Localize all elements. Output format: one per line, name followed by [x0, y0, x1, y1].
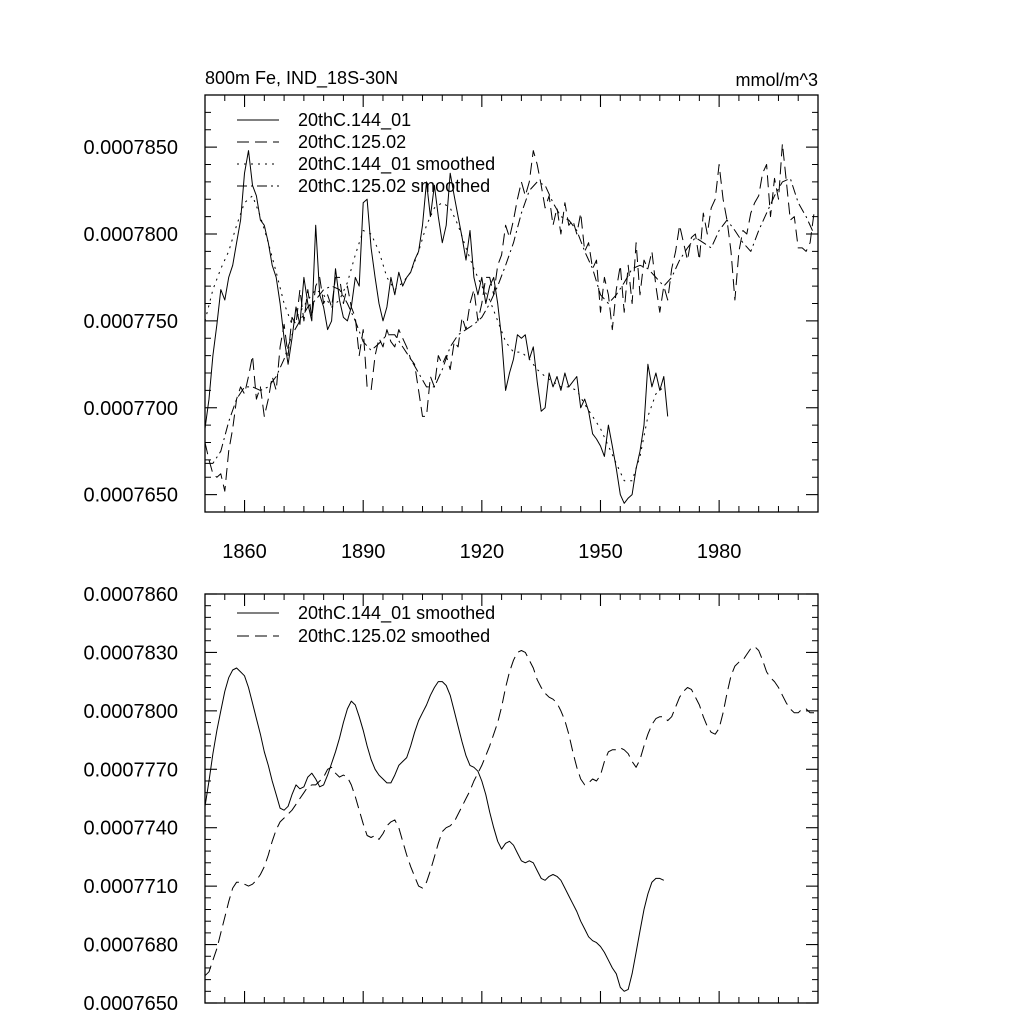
top-plot-area: 1860 1890 1920 1950 1980 0.0007650 0.0007700 0.…: [83, 94, 819, 563]
y-tick-label: 0.0007650: [83, 485, 178, 507]
series-line: [204, 150, 669, 504]
series-line: [204, 667, 665, 992]
x-tick-label: 1920: [460, 541, 505, 563]
y-tick-label: 0.0007650: [83, 993, 178, 1015]
bottom-plot-area: 0.0007650 0.0007680 0.0007710 0.0007740 0.00…: [83, 584, 819, 1015]
y-tick-label: 0.0007680: [83, 935, 178, 957]
bottom-panel: 0.0007650 0.0007680 0.0007710 0.0007740 0.00…: [83, 584, 819, 1015]
series-line: [204, 143, 815, 492]
legend-label: 20thC.125.02 smoothed: [298, 176, 490, 196]
y-tick-label: 0.0007850: [83, 137, 178, 159]
top-panel: 800m Fe, IND_18S-30N mmol/m^3 1860 1890 19…: [83, 68, 819, 563]
legend-label: 20thC.125.02: [298, 132, 406, 152]
series-line: [204, 646, 814, 977]
y-tick-label: 0.0007830: [83, 642, 178, 664]
series-line: [204, 195, 665, 482]
chart-title: 800m Fe, IND_18S-30N: [205, 68, 398, 89]
series-line: [205, 177, 815, 464]
y-tick-label: 0.0007710: [83, 876, 178, 898]
y-tick-label: 0.0007860: [83, 584, 178, 606]
legend-label: 20thC.144_01 smoothed: [298, 603, 495, 624]
y-tick-label: 0.0007800: [83, 224, 178, 246]
y-tick-label: 0.0007750: [83, 311, 178, 333]
legend-label: 20thC.144_01: [298, 110, 411, 131]
x-tick-label: 1950: [578, 541, 623, 563]
x-tick-label: 1890: [341, 541, 386, 563]
plot-frame: [204, 593, 819, 1004]
y-tick-label: 0.0007770: [83, 759, 178, 781]
legend-label: 20thC.144_01 smoothed: [298, 154, 495, 175]
units-label: mmol/m^3: [736, 70, 818, 90]
plot-frame: [204, 94, 819, 513]
y-tick-label: 0.0007700: [83, 398, 178, 420]
legend-label: 20thC.125.02 smoothed: [298, 626, 490, 646]
x-tick-label: 1860: [222, 541, 267, 563]
x-tick-label: 1980: [697, 541, 742, 563]
y-tick-label: 0.0007740: [83, 818, 178, 840]
y-tick-label: 0.0007800: [83, 701, 178, 723]
